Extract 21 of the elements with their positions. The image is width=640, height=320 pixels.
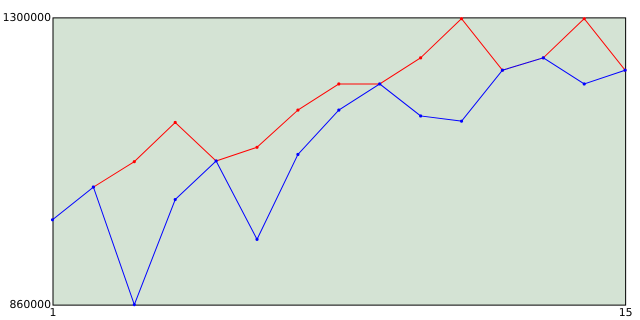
- x-tick-label: 1: [50, 306, 56, 320]
- point: [255, 146, 259, 149]
- point: [255, 238, 259, 241]
- point: [460, 17, 464, 20]
- y-tick-label: 860000: [10, 298, 52, 312]
- point: [460, 120, 464, 123]
- point: [296, 108, 300, 112]
- point: [296, 152, 300, 156]
- x-tick-label: 15: [618, 306, 633, 320]
- y-tick-label: 1300000: [2, 10, 52, 24]
- point: [582, 82, 586, 86]
- point: [174, 120, 177, 124]
- point: [132, 303, 136, 306]
- point: [419, 114, 422, 118]
- point: [50, 218, 54, 222]
- point: [337, 82, 340, 86]
- point: [582, 17, 586, 20]
- point: [132, 160, 136, 164]
- point: [419, 56, 422, 60]
- point: [337, 108, 340, 112]
- point: [174, 198, 177, 202]
